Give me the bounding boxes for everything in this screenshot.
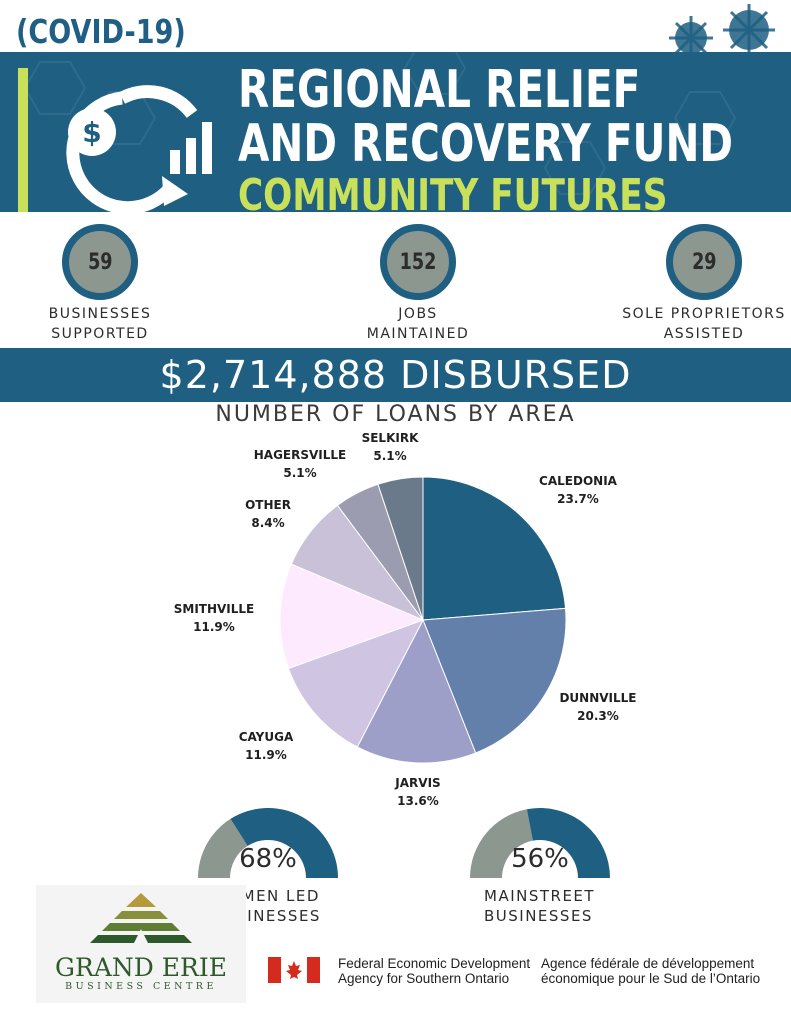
stat-label: SOLE PROPRIETORS ASSISTED (622, 306, 786, 342)
gauge-percent: 56% (511, 844, 569, 874)
stat-value: 59 (87, 249, 113, 275)
slice-label-caledonia: CALEDONIA (539, 474, 618, 488)
svg-text:$: $ (82, 116, 101, 149)
gauge-arc (470, 808, 610, 878)
title-line-2: AND RECOVERY FUND (238, 114, 734, 174)
accent-bar (18, 68, 28, 212)
gauge-label: MAINSTREET BUSINESSES (484, 887, 596, 925)
slice-label-dunnville: DUNNVILLE (559, 691, 636, 705)
pie-slice-caledonia (422, 476, 567, 621)
stat-circle: 59 (62, 224, 138, 300)
disbursed-banner: $2,714,888 DISBURSED (0, 348, 791, 402)
slice-label-cayuga: CAYUGA (239, 730, 294, 744)
slice-value-selkirk: 5.1% (373, 449, 406, 463)
slice-value-caledonia: 23.7% (557, 492, 599, 506)
slice-label-smithville: SMITHVILLE (174, 602, 255, 616)
title-line-3: COMMUNITY FUTURES (238, 170, 668, 212)
stat-label: JOBS MAINTAINED (366, 306, 470, 342)
slice-value-other: 8.4% (251, 516, 284, 530)
slice-value-cayuga: 11.9% (245, 748, 287, 762)
money-growth-icon: $ (66, 85, 212, 212)
gauge-fill (526, 808, 610, 878)
loans-by-area-pie-chart: CALEDONIA 23.7% DUNNVILLE 20.3% JARVIS 13.6% C… (174, 431, 637, 808)
gauge-track (470, 809, 533, 878)
stat-circle: 29 (666, 224, 742, 300)
pie-slice-smithville (279, 563, 425, 670)
agency-name-french: Agence fédérale de développement économiq… (541, 956, 761, 986)
slice-value-dunnville: 20.3% (577, 709, 619, 723)
gauge-percent: 68% (239, 844, 297, 874)
title-banner: $ REGIONAL RELIEF AND RECOVERY FUND COMM… (0, 52, 791, 212)
slice-label-jarvis: JARVIS (394, 776, 440, 790)
gauge-mainstreet: 56% MAINSTREET BUSINESSES (470, 808, 630, 926)
brand-subtitle: BUSINESS CENTRE (65, 981, 217, 992)
pyramid-logo-icon (90, 893, 192, 943)
slice-value-hagersville: 5.1% (283, 466, 316, 480)
slice-label-other: OTHER (245, 498, 291, 512)
brand-name: GRAND ERIE (55, 953, 227, 982)
slice-label-selkirk: SELKIRK (362, 431, 419, 445)
gauge-arc (198, 808, 338, 878)
title-line-1: REGIONAL RELIEF (238, 60, 641, 120)
stat-circle: 152 (380, 224, 456, 300)
pie-slice-cayuga (287, 619, 425, 748)
slice-value-jarvis: 13.6% (397, 794, 439, 808)
pie-slice-selkirk (377, 476, 424, 621)
canada-flag-icon (268, 957, 320, 983)
stat-jobs-maintained: 152 JOBS MAINTAINED (318, 224, 518, 344)
slice-value-smithville: 11.9% (193, 620, 235, 634)
slice-label-hagersville: HAGERSVILLE (254, 448, 347, 462)
stat-value: 29 (691, 249, 717, 275)
stat-businesses-supported: 59 BUSINESSES SUPPORTED (0, 224, 200, 344)
stat-sole-proprietors-assisted: 29 SOLE PROPRIETORS ASSISTED (604, 224, 791, 344)
stat-value: 152 (399, 249, 437, 275)
covid-tag: (COVID-19) (16, 12, 186, 51)
gauge-track (198, 818, 248, 878)
gauge-fill (230, 808, 338, 878)
pie-slice-jarvis (356, 618, 477, 764)
pie-slice-dunnville (422, 607, 567, 754)
stat-label: BUSINESSES SUPPORTED (48, 306, 152, 342)
chart-title: NUMBER OF LOANS BY AREA (215, 402, 576, 427)
agency-name-english: Federal Economic Development Agency for S… (338, 956, 531, 986)
grand-erie-logo: GRAND ERIE BUSINESS CENTRE (36, 885, 246, 1003)
